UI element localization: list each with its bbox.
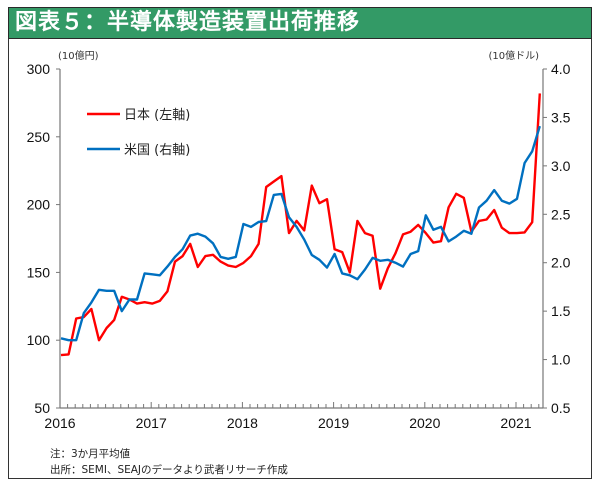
right-tick-label: 2.0 <box>551 255 571 271</box>
right-tick-label: 1.5 <box>551 303 571 319</box>
series-line-us <box>60 125 541 342</box>
legend-label-japan: 日本 (左軸) <box>124 108 190 123</box>
right-tick-label: 4.0 <box>551 61 571 77</box>
chart-frame <box>8 7 592 479</box>
x-tick-label: 2019 <box>318 415 349 431</box>
series-line-japan <box>60 93 541 357</box>
chart-note: 注：3か月平均値 <box>50 448 131 460</box>
x-tick-label: 2016 <box>44 415 75 431</box>
right-tick-label: 2.5 <box>551 206 571 222</box>
x-tick-label: 2018 <box>227 415 258 431</box>
left-tick-label: 100 <box>27 332 51 348</box>
x-tick-label: 2020 <box>409 415 440 431</box>
left-tick-label: 250 <box>27 129 51 145</box>
right-tick-label: 3.5 <box>551 109 571 125</box>
left-tick-label: 300 <box>27 61 51 77</box>
right-tick-label: 3.0 <box>551 158 571 174</box>
left-tick-label: 200 <box>27 197 51 213</box>
chart-source: 出所：SEMI、SEAJのデータより武者リサーチ作成 <box>50 464 288 476</box>
right-axis-unit: (10億ドル) <box>488 49 539 62</box>
left-axis-unit: (10億円) <box>58 49 99 62</box>
x-tick-label: 2017 <box>136 415 167 431</box>
x-tick-label: 2021 <box>500 415 531 431</box>
chart-title: 図表５：半導体製造装置出荷推移 <box>8 7 592 39</box>
right-tick-label: 0.5 <box>551 400 571 416</box>
left-tick-label: 50 <box>34 400 50 416</box>
right-tick-label: 1.0 <box>551 352 571 368</box>
legend-label-us: 米国 (右軸) <box>124 143 190 158</box>
left-tick-label: 150 <box>27 264 51 280</box>
